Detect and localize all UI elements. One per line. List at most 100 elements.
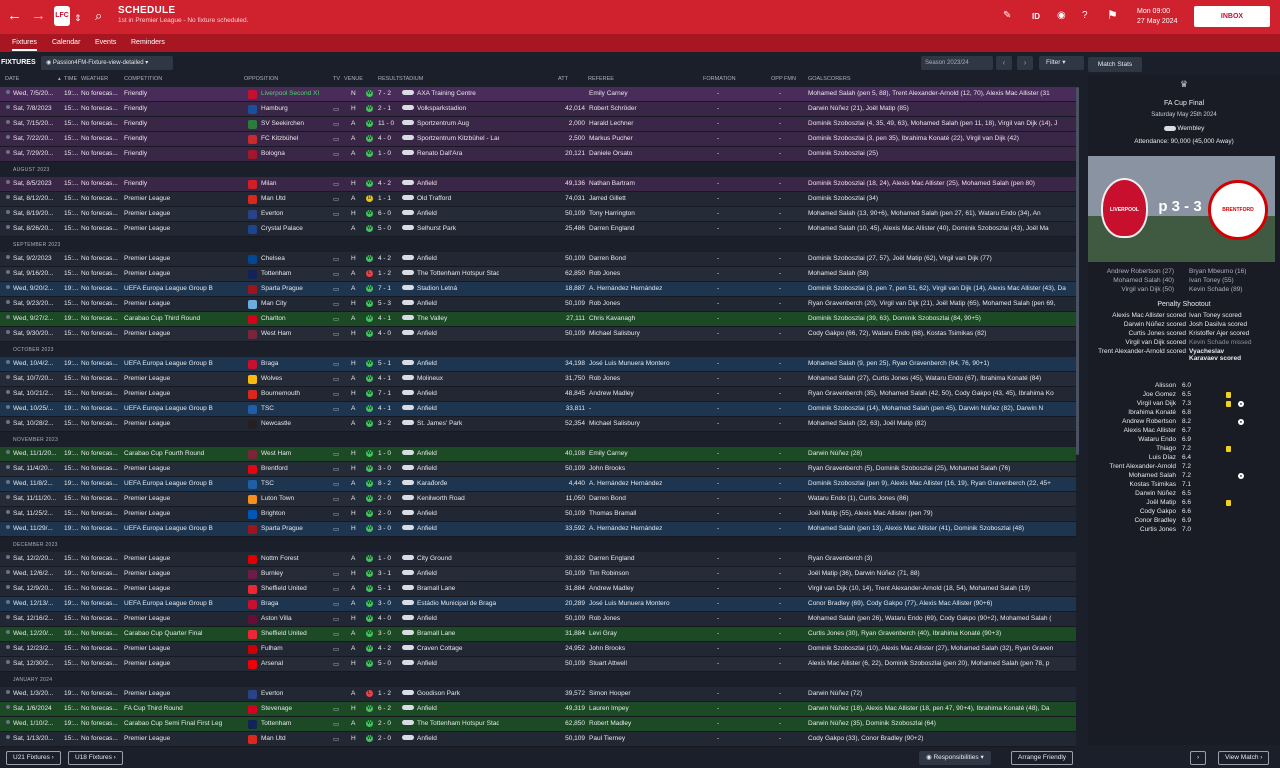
inbox-button[interactable]: INBOX [1194,6,1270,27]
u21-fixtures-button[interactable]: U21 Fixtures › [6,751,61,765]
fixture-opposition[interactable]: Newcastle [261,420,291,427]
fixture-opposition[interactable]: Braga [261,600,279,607]
player-rating-row[interactable]: Joël Matip 6.6 [1088,499,1280,508]
fixture-row[interactable]: W Wed, 9/27/2... 19:... No forecas... Caraba… [0,312,1076,327]
row-select-icon[interactable] [6,210,10,214]
fixture-opposition[interactable]: Arsenal [261,660,284,667]
row-select-icon[interactable] [6,630,10,634]
row-select-icon[interactable] [6,270,10,274]
col-venue[interactable]: VENUE [344,76,363,82]
row-select-icon[interactable] [6,390,10,394]
fixture-opposition[interactable]: FC Kitzbühel [261,135,299,142]
col-tv[interactable]: TV [333,76,341,82]
view-match-expand-button[interactable]: › [1190,751,1207,765]
view-selector[interactable]: ◉ Passion4FM-Fixture-view-detailed ▾ [41,56,173,70]
continue-icon[interactable]: ⚑ [1107,8,1118,22]
u18-fixtures-button[interactable]: U18 Fixtures › [68,751,123,765]
col-weather[interactable]: WEATHER [81,76,109,82]
fixture-row[interactable]: W Sat, 7/29/20... 15:... No forecas... Frien… [0,147,1076,162]
col-competition[interactable]: COMPETITION [124,76,163,82]
row-select-icon[interactable] [6,495,10,499]
row-select-icon[interactable] [6,690,10,694]
fixture-opposition[interactable]: Nottm Forest [261,555,299,562]
fixture-row[interactable]: W Wed, 10/25/... 19:... No forecas... UEFA E… [0,402,1076,417]
player-rating-row[interactable]: Thiago 7.2 [1088,445,1280,454]
row-select-icon[interactable] [6,120,10,124]
fixture-row[interactable]: W Sat, 7/15/20... 15:... No forecas... Frien… [0,117,1076,132]
fixture-opposition[interactable]: Crystal Palace [261,225,303,232]
fixture-opposition[interactable]: Brentford [261,465,288,472]
row-select-icon[interactable] [6,720,10,724]
row-select-icon[interactable] [6,285,10,289]
col-result[interactable]: RESULT [378,76,400,82]
col-opposition[interactable]: OPPOSITION [244,76,279,82]
responsibilities-button[interactable]: ◉ Responsibilities ▾ [919,751,991,765]
fixtures-scrollbar[interactable] [1076,87,1079,455]
edit-icon[interactable]: ✎ [1003,10,1012,21]
back-arrow-icon[interactable]: ← [7,7,22,24]
forward-arrow-icon[interactable]: → [31,7,46,24]
fixture-opposition[interactable]: Luton Town [261,495,295,502]
player-rating-row[interactable]: Luis Díaz 6.4 [1088,454,1280,463]
player-rating-row[interactable]: Mohamed Salah 7.2 ● [1088,472,1280,481]
row-select-icon[interactable] [6,645,10,649]
arrange-friendly-button[interactable]: Arrange Friendly [1011,751,1074,765]
row-select-icon[interactable] [6,405,10,409]
fixture-opposition[interactable]: Man Utd [261,195,286,202]
fixture-opposition[interactable]: Everton [261,690,284,697]
player-rating-row[interactable]: Ibrahima Konaté 6.8 [1088,409,1280,418]
fixture-opposition[interactable]: West Ham [261,450,292,457]
player-rating-row[interactable]: Alexis Mac Allister 6.7 [1088,427,1280,436]
row-select-icon[interactable] [6,555,10,559]
fixture-row[interactable]: W Sat, 7/8/2023 15:... No forecas... Friendl… [0,102,1076,117]
fixture-row[interactable]: W Sat, 1/6/2024 15:... No forecas... FA Cup … [0,702,1076,717]
fixture-opposition[interactable]: SV Seekirchen [261,120,304,127]
fixture-row[interactable]: W Sat, 11/25/2... 15:... No forecas... Premi… [0,507,1076,522]
col-referee[interactable]: REFEREE [588,76,614,82]
fixture-row[interactable]: W Sat, 9/2/2023 15:... No forecas... Premier… [0,252,1076,267]
fixture-opposition[interactable]: Liverpool Second XI [261,90,320,97]
fixture-opposition[interactable]: Sparta Prague [261,525,303,532]
fixture-opposition[interactable]: Tottenham [261,270,292,277]
row-select-icon[interactable] [6,360,10,364]
fixture-row[interactable]: W Sat, 8/5/2023 15:... No forecas... Friendl… [0,177,1076,192]
player-rating-row[interactable]: Joe Gomez 6.5 [1088,391,1280,400]
fixture-row[interactable]: W Sat, 9/23/20... 15:... No forecas... Premi… [0,297,1076,312]
row-select-icon[interactable] [6,180,10,184]
fixture-row[interactable]: W Sat, 8/19/20... 15:... No forecas... Premi… [0,207,1076,222]
fixture-row[interactable]: W Sat, 10/21/2... 15:... No forecas... Premi… [0,387,1076,402]
fixture-row[interactable]: W Wed, 1/10/2... 19:... No forecas... Caraba… [0,717,1076,732]
row-select-icon[interactable] [6,375,10,379]
player-rating-row[interactable]: Cody Gakpo 6.6 [1088,508,1280,517]
fixture-row[interactable]: W Sat, 12/2/20... 15:... No forecas... Premi… [0,552,1076,567]
player-rating-row[interactable]: Kostas Tsimikas 7.1 [1088,481,1280,490]
fixture-row[interactable]: W Wed, 11/29/... 19:... No forecas... UEFA E… [0,522,1076,537]
row-select-icon[interactable] [6,150,10,154]
fixture-row[interactable]: W Sat, 10/7/20... 15:... No forecas... Premi… [0,372,1076,387]
fixture-opposition[interactable]: Fulham [261,645,283,652]
fixture-row[interactable]: W Wed, 12/20/... 19:... No forecas... Caraba… [0,627,1076,642]
row-select-icon[interactable] [6,735,10,739]
view-match-button[interactable]: View Match › [1218,751,1270,765]
tab-fixtures[interactable]: Fixtures [12,39,37,51]
row-select-icon[interactable] [6,255,10,259]
fixture-opposition[interactable]: Everton [261,210,284,217]
globe-icon[interactable]: ◉ [1057,10,1066,21]
fixture-row[interactable]: W Wed, 11/1/20... 19:... No forecas... Carab… [0,447,1076,462]
fixture-opposition[interactable]: Bologna [261,150,285,157]
fixture-row[interactable]: L Wed, 1/3/20... 19:... No forecas... Premie… [0,687,1076,702]
row-select-icon[interactable] [6,705,10,709]
tab-events[interactable]: Events [95,39,117,46]
row-select-icon[interactable] [6,105,10,109]
fixture-opposition[interactable]: Milan [261,180,277,187]
fixture-opposition[interactable]: Brighton [261,510,286,517]
prev-season-icon[interactable]: ‹ [996,56,1012,70]
fixture-opposition[interactable]: Chelsea [261,255,285,262]
club-crest[interactable]: LFC [54,6,70,26]
col-date[interactable]: DATE [5,76,20,82]
player-rating-row[interactable]: Alisson 6.0 [1088,382,1280,391]
fixture-opposition[interactable]: Man City [261,300,287,307]
fixture-opposition[interactable]: Braga [261,360,279,367]
fixture-opposition[interactable]: Sheffield United [261,585,307,592]
fixture-row[interactable]: W Sat, 10/28/2... 15:... No forecas... Premi… [0,417,1076,432]
